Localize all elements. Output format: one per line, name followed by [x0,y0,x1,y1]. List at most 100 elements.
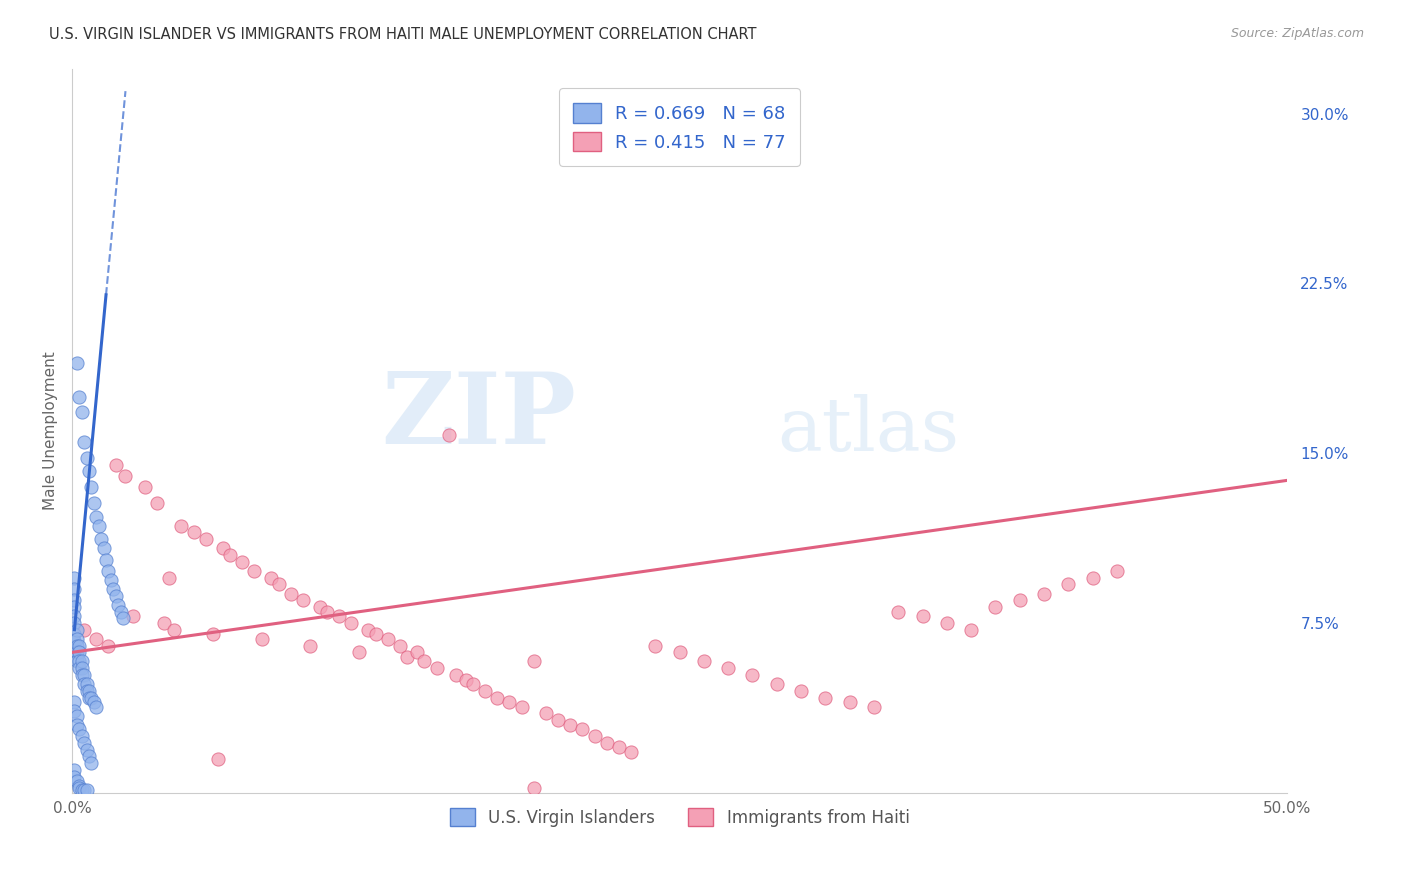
Point [86,509,108,524]
Point [357,623,380,637]
Point [70,729,93,743]
Point [1057,577,1080,591]
Point [70,783,93,797]
Point [110,605,132,619]
Text: Source: ZipAtlas.com: Source: ZipAtlas.com [1230,27,1364,40]
Point [207,752,229,766]
Point [406,645,429,659]
Point [73,783,96,797]
Point [364,627,387,641]
Point [97,564,120,578]
Point [523,781,546,796]
Point [77,749,100,764]
Point [76,783,98,797]
Point [454,673,477,687]
Point [717,661,740,675]
Point [1008,593,1031,607]
Point [911,609,934,624]
Text: ZIP: ZIP [381,368,576,465]
Point [63,593,86,607]
Point [87,518,110,533]
Point [838,695,860,709]
Point [280,586,302,600]
Point [66,645,89,659]
Point [63,627,86,641]
Point [76,683,98,698]
Point [389,639,412,653]
Point [1105,564,1128,578]
Point [77,683,100,698]
Point [316,605,339,619]
Point [163,623,186,637]
Point [77,690,100,705]
Point [66,654,89,668]
Point [157,571,180,585]
Point [67,661,90,675]
Point [73,736,96,750]
Point [243,564,266,578]
Point [814,690,837,705]
Point [474,683,496,698]
Text: atlas: atlas [776,394,959,467]
Point [66,639,89,653]
Point [70,668,93,682]
Point [104,458,127,472]
Point [76,677,98,691]
Point [486,690,509,705]
Point [63,704,86,718]
Point [170,518,193,533]
Point [498,695,520,709]
Point [347,645,370,659]
Point [534,706,557,721]
Point [595,736,617,750]
Point [63,609,86,624]
Point [63,615,86,630]
Point [73,623,96,637]
Point [77,464,100,478]
Point [97,639,120,653]
Point [112,611,135,625]
Point [547,713,569,727]
Legend: U.S. Virgin Islanders, Immigrants from Haiti: U.S. Virgin Islanders, Immigrants from H… [441,799,918,835]
Point [103,582,125,596]
Point [219,548,242,562]
Point [66,632,89,646]
Point [260,571,283,585]
Point [93,541,115,556]
Point [70,661,93,675]
Point [328,609,350,624]
Point [583,729,606,743]
Point [741,668,763,682]
Point [67,390,90,404]
Point [86,632,108,646]
Point [67,639,90,653]
Point [299,639,322,653]
Point [396,649,419,664]
Point [76,450,98,465]
Point [377,632,399,646]
Point [66,623,89,637]
Point [73,668,96,682]
Point [63,600,86,615]
Point [80,756,103,771]
Point [790,683,813,698]
Point [231,555,253,569]
Point [1081,571,1104,585]
Point [444,668,467,682]
Point [863,699,886,714]
Point [183,525,205,540]
Point [620,745,643,759]
Point [63,582,86,596]
Point [73,677,96,691]
Point [194,532,217,546]
Point [114,468,136,483]
Point [80,480,103,494]
Point [100,573,122,587]
Point [66,356,89,370]
Point [67,645,90,659]
Point [70,405,93,419]
Point [63,770,86,784]
Point [267,577,290,591]
Point [83,695,105,709]
Point [765,677,787,691]
